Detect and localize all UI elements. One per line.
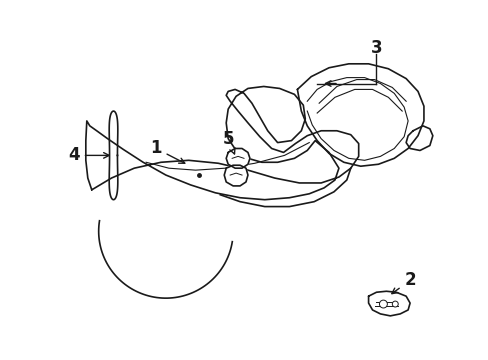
Ellipse shape [379, 300, 386, 308]
Polygon shape [297, 64, 423, 166]
Polygon shape [226, 148, 249, 168]
Polygon shape [406, 126, 432, 150]
Text: 5: 5 [222, 130, 234, 154]
Text: 2: 2 [391, 271, 415, 294]
Polygon shape [224, 165, 247, 186]
Polygon shape [86, 86, 358, 200]
Text: 1: 1 [150, 139, 184, 163]
Polygon shape [368, 291, 409, 316]
Text: 3: 3 [370, 39, 382, 57]
Text: 4: 4 [68, 147, 109, 165]
Polygon shape [109, 111, 118, 200]
Ellipse shape [391, 301, 397, 307]
